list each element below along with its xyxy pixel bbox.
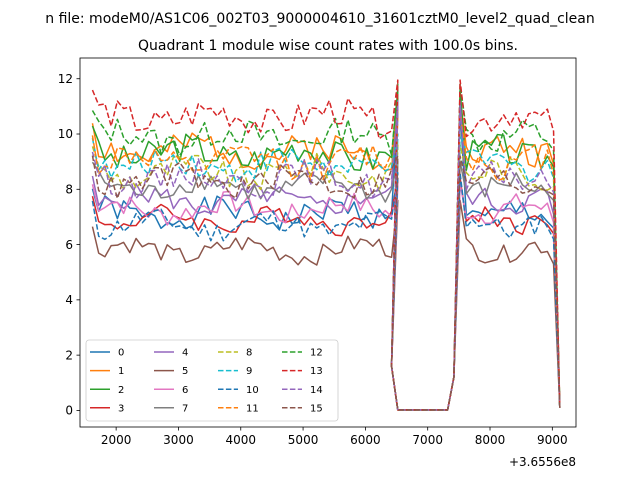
plot-area: 2000 3000 4000 5000 6000 7000 8000 9000 0246810… xyxy=(58,57,577,469)
series-line-9 xyxy=(91,133,561,411)
series-line-12 xyxy=(91,83,561,411)
y-axis: 0 2 4 6 8 10 12 xyxy=(58,72,80,418)
x-tick-label: 8000 xyxy=(475,433,506,447)
series-line-4 xyxy=(91,100,561,411)
y-tick-label: 2 xyxy=(65,348,73,362)
legend-label-10: 10 xyxy=(246,385,259,396)
y-tick-label: 6 xyxy=(65,238,73,252)
legend-label-7: 7 xyxy=(182,403,188,414)
legend-frame xyxy=(85,339,339,422)
series-line-5 xyxy=(91,199,561,411)
series-line-6 xyxy=(91,183,561,411)
legend-label-3: 3 xyxy=(118,403,124,414)
x-tick-label: 7000 xyxy=(412,433,443,447)
x-tick-label: 2000 xyxy=(101,433,132,447)
legend-label-13: 13 xyxy=(310,366,323,377)
x-tick-label: 4000 xyxy=(225,433,256,447)
series-line-13 xyxy=(91,79,561,411)
legend-label-14: 14 xyxy=(310,385,323,396)
legend-label-6: 6 xyxy=(182,385,188,396)
series-line-2 xyxy=(91,89,561,411)
legend-label-12: 12 xyxy=(310,348,323,359)
series-line-0 xyxy=(91,108,561,411)
chart-title: Quadrant 1 module wise count rates with … xyxy=(138,38,518,54)
x-axis: 2000 3000 4000 5000 6000 7000 8000 9000 xyxy=(101,427,568,447)
legend-label-4: 4 xyxy=(182,348,188,359)
series-line-14 xyxy=(91,105,561,411)
y-tick-label: 12 xyxy=(58,72,73,86)
legend-label-2: 2 xyxy=(118,385,124,396)
axes-frame xyxy=(79,57,577,428)
series-line-15 xyxy=(91,155,561,411)
y-tick-label: 0 xyxy=(65,404,73,418)
x-tick-label: 6000 xyxy=(350,433,381,447)
x-tick-label: 3000 xyxy=(163,433,194,447)
legend-label-8: 8 xyxy=(246,348,252,359)
series-lines xyxy=(91,79,561,411)
series-line-10 xyxy=(91,171,561,411)
legend-label-0: 0 xyxy=(118,348,124,359)
x-tick-label: 9000 xyxy=(537,433,568,447)
legend-label-9: 9 xyxy=(246,366,252,377)
x-offset-label: +3.6556e8 xyxy=(509,455,576,469)
series-line-3 xyxy=(91,177,561,411)
legend-label-11: 11 xyxy=(246,403,259,414)
legend-label-1: 1 xyxy=(118,366,124,377)
series-line-8 xyxy=(91,144,561,411)
series-line-11 xyxy=(91,111,561,411)
figure-suptitle: n file: modeM0/AS1C06_002T03_9000004610_… xyxy=(45,11,594,27)
y-tick-label: 4 xyxy=(65,293,73,307)
legend-label-5: 5 xyxy=(182,366,188,377)
x-tick-label: 5000 xyxy=(288,433,319,447)
legend-label-15: 15 xyxy=(310,403,323,414)
y-tick-label: 10 xyxy=(58,127,73,141)
y-tick-label: 8 xyxy=(65,182,73,196)
